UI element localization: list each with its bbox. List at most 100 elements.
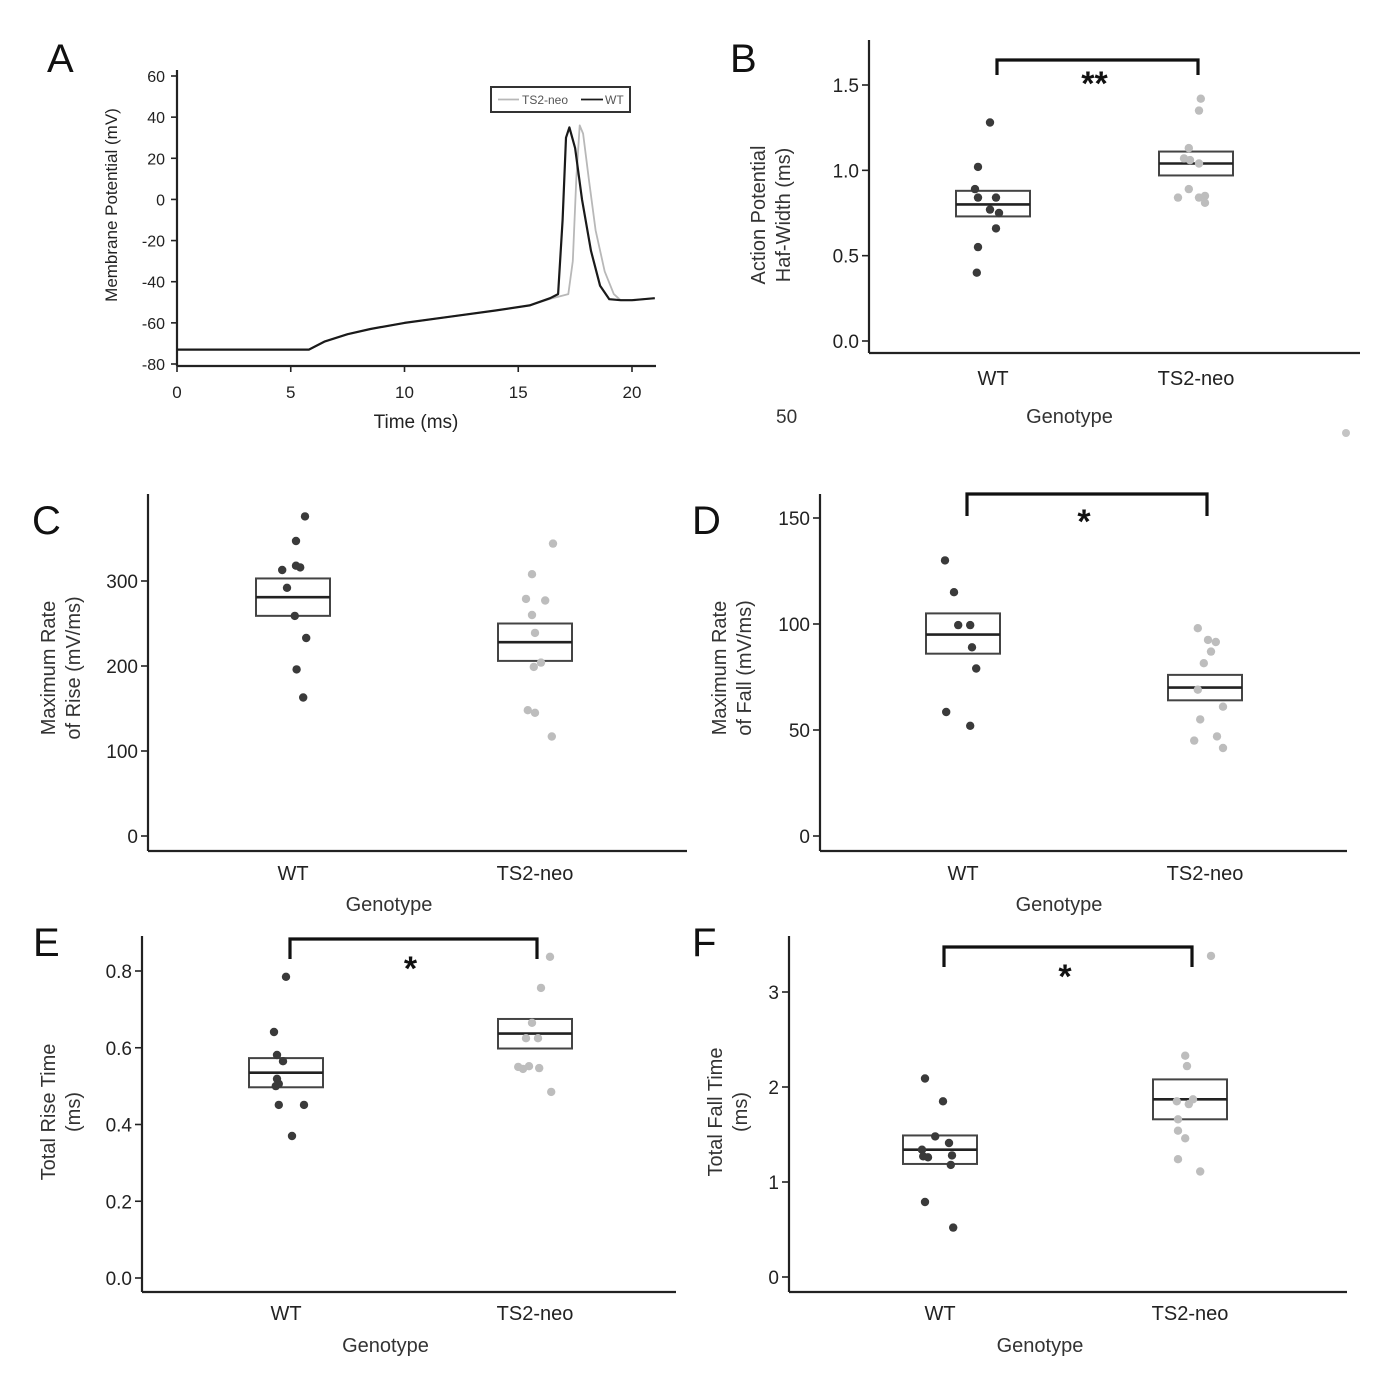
panel-c-y-axis-label-line: Maximum Rate <box>38 601 60 735</box>
panel-a-x-tick-label: 20 <box>623 383 642 402</box>
panel-c-data-point <box>278 565 287 575</box>
panel-d-data-point <box>1218 743 1228 753</box>
panel-c-y-axis-label-line: of Rise (mV/ms) <box>63 596 85 739</box>
panel-e-data-point <box>299 1100 309 1110</box>
panel-b-data-point <box>991 224 1001 233</box>
panel-c-data-point <box>300 512 310 521</box>
panel-e-rise-time-chart: 0.0 0.2 0.4 0.6 0.8 WT TS2-neo Genotype Total Ri… <box>38 936 676 1357</box>
panel-f-data-point <box>1172 1097 1182 1106</box>
panel-b-data-point <box>994 208 1004 218</box>
panel-f-data-point <box>1184 1099 1194 1109</box>
panel-f-data-point <box>1181 1134 1190 1143</box>
panel-c-y-tick-label: 300 <box>106 572 138 593</box>
panel-e-data-point <box>527 1018 537 1027</box>
panel-b-data-point <box>1173 193 1183 202</box>
panel-a-x-axis-label: Time (ms) <box>374 412 459 433</box>
panel-e-x-category-label: TS2-neo <box>497 1303 574 1325</box>
panel-b-y-axis-label: Action Potential Haf-Width (ms) <box>748 146 795 285</box>
panel-d-data-point <box>1218 702 1228 711</box>
panel-a-y-tick-label: -80 <box>142 357 165 374</box>
panel-c-data-point <box>282 583 292 592</box>
panel-e-y-tick-label: 0.4 <box>106 1116 133 1137</box>
panel-e-x-category-label: WT <box>270 1303 301 1325</box>
panel-f-data-point <box>938 1097 948 1106</box>
panel-f-data-point <box>920 1074 930 1083</box>
panel-a-trace-wt <box>177 126 655 351</box>
legend-label-wt: WT <box>605 93 624 107</box>
panel-c-data-point <box>291 536 301 546</box>
panel-f-x-category-label: WT <box>924 1303 955 1325</box>
panel-f-data-point <box>1173 1155 1183 1164</box>
panel-e-data-point <box>271 1081 280 1091</box>
panel-b-significance-bracket <box>995 58 1200 75</box>
panel-c-data-point <box>302 633 311 643</box>
panel-f-y-axis-label-line: Total Fall Time <box>705 1048 727 1177</box>
panel-b-data-point <box>985 205 995 214</box>
panel-b-data-point <box>1194 159 1204 168</box>
panel-e-data-point <box>274 1100 283 1110</box>
panel-c-rate-of-rise-chart: 0 100 200 300 WT TS2-neo Genotype Maximum Rate o… <box>38 494 687 916</box>
panel-d-data-point <box>1211 637 1221 647</box>
panel-c-data-point <box>527 610 537 620</box>
panel-e-data-point <box>281 972 291 981</box>
panel-b-data-point <box>1184 143 1194 153</box>
panel-letter-b: B <box>730 37 757 81</box>
panel-b-half-width-chart: 0.0 0.5 1.0 1.5 WT TS2-neo Genotype Action Pote… <box>748 40 1360 428</box>
panel-d-x-axis-label: Genotype <box>1016 894 1103 916</box>
panel-e-y-axis-label-line: (ms) <box>63 1092 85 1132</box>
panel-d-x-category-label: TS2-neo <box>1167 863 1244 885</box>
panel-b-y-axis-label-line: Action Potential <box>748 146 770 285</box>
panel-f-data-point <box>1196 1167 1205 1176</box>
panel-e-y-tick-label: 0.6 <box>106 1039 132 1060</box>
panel-b-data-point <box>991 193 1001 202</box>
panel-a-y-axis-label: Membrane Potential (mV) <box>102 108 121 302</box>
panel-f-x-axis-label: Genotype <box>997 1335 1084 1357</box>
panel-d-x-category-label: WT <box>947 863 978 885</box>
panel-letter-d: D <box>692 499 721 543</box>
panel-e-data-point <box>545 952 555 961</box>
panel-a-trace-ts2neo <box>177 124 655 351</box>
panel-a-y-tick-label: -20 <box>142 234 165 251</box>
panel-e-data-point <box>278 1057 288 1066</box>
panel-e-data-point <box>272 1050 282 1060</box>
panel-f-data-point <box>944 1138 954 1148</box>
panel-a-y-tick-label: -60 <box>142 316 165 333</box>
panel-c-data-point <box>296 563 305 572</box>
panel-f-data-point <box>919 1152 928 1161</box>
panel-f-data-point <box>917 1145 927 1154</box>
panel-f-data-point <box>1173 1115 1183 1124</box>
panel-c-y-axis-label: Maximum Rate of Rise (mV/ms) <box>38 596 85 739</box>
panel-c-data-point <box>530 628 540 638</box>
panel-d-data-point <box>1203 635 1213 645</box>
panel-e-y-tick-label: 0.0 <box>106 1269 132 1290</box>
panel-e-data-point <box>521 1034 531 1043</box>
panel-d-data-point <box>1199 659 1209 668</box>
panel-b-y-tick-label: 1.0 <box>833 161 859 182</box>
panel-d-y-tick-label: 0 <box>799 827 810 848</box>
panel-e-data-point <box>533 1034 543 1043</box>
panel-f-data-point <box>920 1197 930 1207</box>
panel-c-data-point <box>529 662 538 672</box>
panel-a-y-tick-label: 40 <box>147 110 165 127</box>
panel-f-data-point <box>1182 1061 1192 1071</box>
panel-a-x-tick-label: 10 <box>395 383 414 402</box>
panel-e-significance-marker: * <box>404 950 418 988</box>
panel-d-data-point <box>940 556 950 565</box>
panel-b-data-point <box>973 242 983 252</box>
panel-d-significance-bracket <box>965 492 1209 516</box>
panel-b-y-axis-label-line: Haf-Width (ms) <box>773 148 795 282</box>
panel-b-data-point <box>970 184 980 194</box>
panel-d-data-point <box>1212 732 1222 741</box>
panel-a-x-tick-label: 5 <box>286 383 295 402</box>
panel-d-data-point <box>954 620 963 630</box>
panel-c-data-point <box>527 570 537 579</box>
panel-b-data-point <box>1200 191 1210 201</box>
panel-d-significance-marker: * <box>1077 503 1091 541</box>
panel-f-data-point <box>949 1223 958 1232</box>
panel-f-significance-marker: * <box>1058 958 1072 996</box>
panel-b-data-point <box>1185 155 1195 165</box>
panel-a-y-tick-label: 20 <box>147 151 165 168</box>
panel-f-data-point <box>1206 951 1216 961</box>
panel-e-significance-bracket <box>288 937 539 959</box>
panel-letter-f: F <box>692 921 716 965</box>
